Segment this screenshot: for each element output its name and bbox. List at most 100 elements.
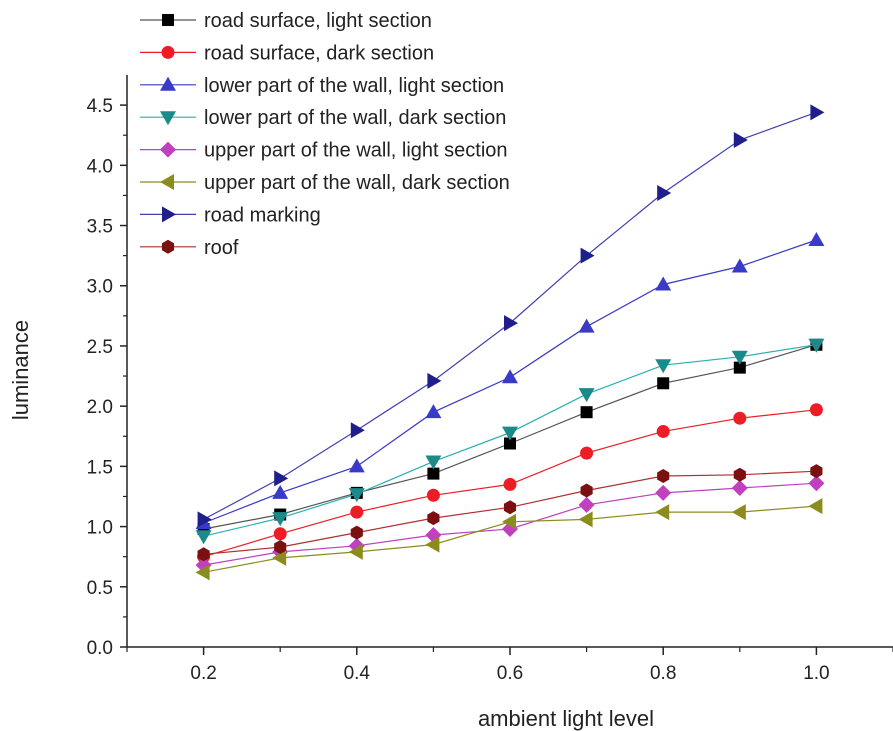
data-point bbox=[503, 477, 517, 491]
y-tick-label: 1.0 bbox=[87, 518, 113, 539]
x-tick-label: 0.6 bbox=[497, 663, 523, 684]
data-point bbox=[425, 536, 440, 553]
y-tick-label: 3.0 bbox=[87, 277, 113, 298]
legend-item: road surface, dark section bbox=[140, 42, 434, 64]
data-point bbox=[426, 488, 440, 502]
data-point bbox=[348, 458, 365, 473]
data-point bbox=[502, 426, 518, 441]
data-point bbox=[657, 469, 670, 484]
x-tick-label: 1.0 bbox=[803, 663, 829, 684]
data-point bbox=[274, 540, 287, 555]
data-point bbox=[272, 484, 289, 499]
y-tick-label: 2.0 bbox=[87, 397, 113, 418]
data-point bbox=[733, 361, 746, 374]
data-point bbox=[731, 480, 748, 497]
y-axis-title: luminance bbox=[8, 320, 33, 420]
y-tick-label: 3.5 bbox=[87, 217, 113, 238]
series-6 bbox=[195, 498, 823, 581]
series-layer bbox=[195, 104, 825, 581]
legend-label: road surface, light section bbox=[204, 10, 432, 32]
data-point bbox=[656, 424, 670, 438]
data-point bbox=[350, 525, 363, 540]
legend-item: roof bbox=[140, 237, 239, 259]
data-point bbox=[504, 315, 518, 332]
data-point bbox=[810, 464, 823, 479]
data-point bbox=[731, 504, 746, 521]
legend-marker bbox=[161, 45, 175, 59]
series-5 bbox=[195, 475, 825, 574]
y-tick-label: 0.5 bbox=[87, 578, 113, 599]
data-point bbox=[657, 185, 672, 202]
y-tick-label: 2.5 bbox=[87, 337, 113, 358]
data-point bbox=[808, 498, 823, 515]
data-point bbox=[809, 403, 823, 417]
x-tick-label: 0.8 bbox=[650, 663, 676, 684]
tick-marks: 0.0 0.5 1.0 1.5 2.0 2.5 3.0 3.5 4.0 4.5 0.2 0.4 0.6 0… bbox=[87, 96, 893, 684]
legend-item: road marking bbox=[140, 204, 321, 226]
data-point bbox=[350, 422, 365, 439]
data-point bbox=[502, 513, 516, 530]
legend-marker bbox=[162, 206, 176, 223]
data-point bbox=[502, 369, 518, 384]
data-point bbox=[580, 483, 593, 498]
data-point bbox=[655, 484, 672, 501]
data-point bbox=[731, 350, 748, 365]
legend-item: upper part of the wall, light section bbox=[140, 140, 508, 162]
legend-item: road surface, light section bbox=[140, 10, 432, 32]
data-point bbox=[655, 359, 672, 374]
x-tick-label: 0.2 bbox=[190, 663, 216, 684]
legend-label: road surface, dark section bbox=[204, 42, 434, 64]
data-point bbox=[578, 496, 595, 513]
data-point bbox=[655, 276, 672, 291]
legend-marker bbox=[162, 14, 174, 26]
data-point bbox=[580, 446, 594, 460]
legend-marker bbox=[161, 239, 175, 254]
legend-label: upper part of the wall, dark section bbox=[204, 172, 510, 194]
data-point bbox=[731, 258, 748, 273]
data-point bbox=[195, 530, 212, 545]
data-point bbox=[580, 247, 595, 264]
data-point bbox=[733, 132, 748, 149]
data-point bbox=[810, 104, 825, 121]
series-4 bbox=[195, 338, 825, 545]
data-point bbox=[348, 488, 365, 503]
data-point bbox=[197, 547, 210, 562]
data-point bbox=[808, 338, 825, 353]
data-point bbox=[503, 500, 517, 515]
y-tick-label: 0.0 bbox=[87, 638, 113, 659]
data-point bbox=[657, 377, 670, 390]
legend-marker bbox=[160, 76, 176, 91]
data-point bbox=[655, 504, 670, 521]
y-tick-label: 1.5 bbox=[87, 457, 113, 478]
data-point bbox=[808, 231, 825, 246]
legend-label: upper part of the wall, light section bbox=[204, 140, 508, 162]
legend-label: roof bbox=[204, 237, 239, 259]
legend: road surface, light section road surface,… bbox=[140, 10, 510, 259]
data-point bbox=[578, 511, 593, 528]
data-point bbox=[273, 527, 287, 541]
data-point bbox=[578, 388, 595, 403]
legend-item: lower part of the wall, light section bbox=[140, 75, 504, 97]
data-point bbox=[350, 505, 364, 519]
x-tick-label: 0.4 bbox=[344, 663, 371, 684]
data-point bbox=[580, 406, 593, 419]
data-point bbox=[197, 511, 212, 528]
legend-label: lower part of the wall, dark section bbox=[204, 107, 506, 129]
y-tick-label: 4.0 bbox=[87, 156, 113, 177]
series-8 bbox=[197, 464, 823, 562]
series-2 bbox=[197, 403, 823, 564]
series-line bbox=[203, 505, 817, 573]
legend-item: lower part of the wall, dark section bbox=[140, 107, 506, 129]
legend-marker bbox=[160, 111, 176, 126]
data-point bbox=[578, 318, 595, 333]
data-point bbox=[195, 564, 210, 581]
legend-marker bbox=[160, 141, 176, 158]
data-point bbox=[348, 543, 363, 560]
data-point bbox=[427, 467, 440, 480]
data-point bbox=[425, 455, 442, 470]
data-point bbox=[733, 467, 746, 482]
data-point bbox=[272, 512, 289, 527]
series-3 bbox=[195, 231, 825, 529]
legend-label: road marking bbox=[204, 204, 321, 226]
legend-item: upper part of the wall, dark section bbox=[140, 172, 510, 194]
